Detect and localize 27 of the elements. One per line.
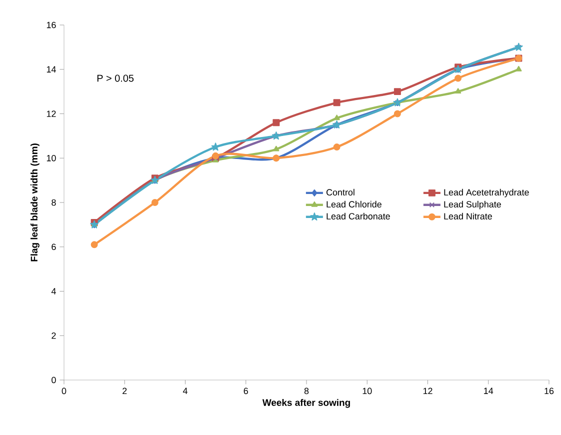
y-tick-label: 14: [46, 66, 56, 72]
legend-label: Lead Sulphate: [444, 200, 501, 210]
y-tick-label: 10: [46, 154, 56, 162]
annotation: P > 0.05: [97, 74, 134, 82]
y-tick-label: 6: [52, 244, 56, 250]
y-tick-label: 8: [52, 199, 56, 206]
y-tick-label: 4: [51, 288, 56, 294]
legend-label: Lead Carbonate: [326, 212, 390, 220]
legend-label: Lead Acetetrahydrate: [444, 188, 529, 198]
x-tick-label: 8: [304, 388, 309, 394]
x-tick-label: 2: [122, 388, 127, 394]
x-tick-label: 16: [544, 388, 554, 394]
y-tick-label: 0: [52, 376, 56, 384]
x-tick-label: 0: [62, 388, 66, 394]
legend-label: Lead Chloride: [326, 200, 382, 208]
x-tick-label: 4: [182, 388, 188, 394]
x-tick-label: 12: [423, 388, 432, 394]
legend-label: Lead Nitrate: [444, 212, 492, 220]
x-tick-label: 10: [362, 388, 372, 394]
y-tick-label: 16: [46, 22, 56, 28]
y-tick-label: 2: [52, 332, 56, 339]
x-tick-label: 6: [244, 388, 248, 394]
legend-label: Control: [326, 188, 354, 196]
y-axis-title: Flag leaf blade width (mm): [30, 144, 40, 262]
x-axis-title: Weeks after sowing: [262, 398, 350, 408]
x-tick-label: 14: [484, 388, 494, 394]
y-tick-label: 12: [46, 110, 56, 117]
